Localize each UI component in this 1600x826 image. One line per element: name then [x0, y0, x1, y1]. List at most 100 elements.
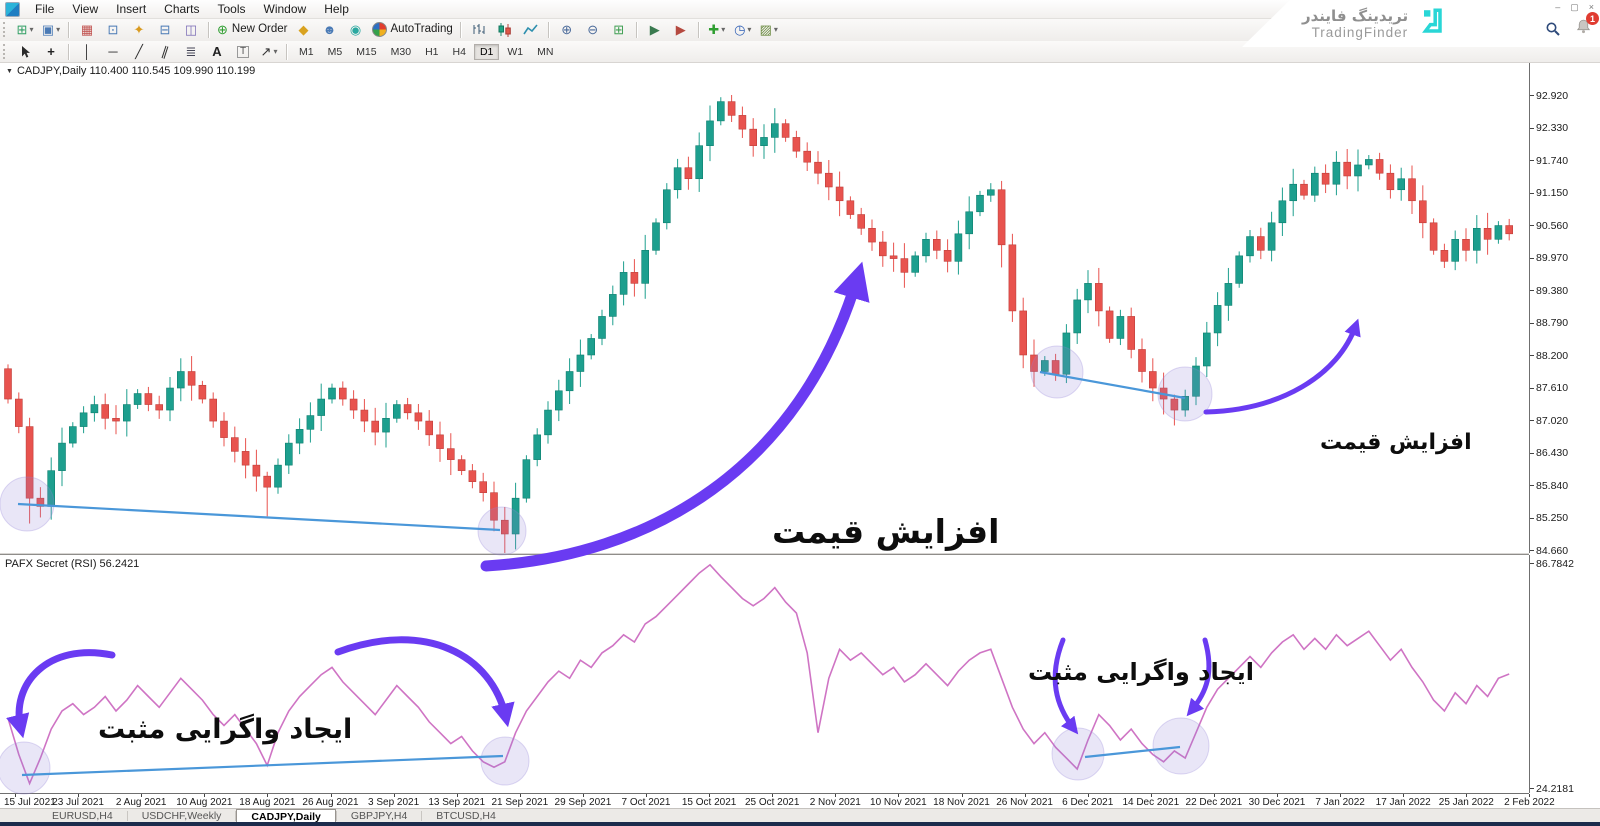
new-chart-button[interactable]: ⊞ ▾	[13, 20, 37, 39]
web-button[interactable]: ◉	[344, 20, 368, 39]
indicators-button[interactable]: ✚ ▾	[705, 20, 729, 39]
zoom-out-button[interactable]: ⊖	[581, 20, 605, 39]
menu-window[interactable]: Window	[263, 2, 307, 16]
menu-charts[interactable]: Charts	[164, 2, 200, 16]
chart-tab-usdchf[interactable]: USDCHF,Weekly	[141, 810, 222, 822]
date-tick	[456, 794, 458, 797]
date-tick	[646, 794, 647, 797]
price-axis-label: 90.560	[1536, 219, 1569, 232]
menu-file[interactable]: File	[35, 2, 55, 16]
timeframe-m5[interactable]: M5	[327, 45, 343, 58]
navigator-button[interactable]: ✦	[127, 20, 151, 39]
strategy-tester-icon: ◫	[184, 22, 198, 37]
vertical-line-icon: │	[82, 44, 92, 59]
chart-tab-cadjpy[interactable]: CADJPY,Daily	[236, 809, 336, 823]
collapse-icon[interactable]: ▼	[6, 67, 13, 75]
text-button[interactable]: A	[205, 42, 229, 61]
autotrading-button[interactable]: AutoTrading	[370, 20, 455, 39]
timeframe-h1[interactable]: H1	[425, 45, 439, 58]
periods-icon: ◷	[734, 22, 746, 37]
date-axis[interactable]: 15 Jul 2021 23 Jul 2021 2 Aug 2021 10 Aug 2…	[0, 793, 1555, 809]
tile-windows-button[interactable]: ⊞	[607, 20, 631, 39]
vertical-line-button[interactable]: │	[75, 42, 99, 61]
menu-bar: File View Insert Charts Tools Window Help	[0, 0, 1600, 19]
price-axis-label: 92.330	[1536, 122, 1569, 134]
date-tick	[1277, 794, 1278, 797]
date-axis-label: 3 Sep 2021	[368, 797, 420, 808]
rsi-indicator-pane[interactable]: PAFX Secret (RSI) 56.2421	[0, 555, 1530, 793]
rsi-tick	[1530, 788, 1534, 789]
price-tick	[1530, 517, 1534, 519]
date-axis-label: 25 Jan 2022	[1438, 797, 1494, 808]
templates-icon: ▨	[759, 22, 772, 37]
profiles-button[interactable]: ▣ ▾	[39, 20, 63, 39]
search-icon[interactable]	[1545, 21, 1561, 37]
timeframe-m15[interactable]: M15	[356, 45, 377, 58]
toolbar-grip[interactable]	[3, 44, 9, 59]
data-window-button[interactable]: ⊡	[101, 20, 125, 39]
price-chart-pane[interactable]: ▼ CADJPY,Daily 110.400 110.545 109.990 1…	[0, 62, 1530, 553]
date-tick	[1024, 794, 1026, 797]
timeframe-m30[interactable]: M30	[390, 45, 412, 58]
timeframe-h4[interactable]: H4	[452, 45, 466, 58]
close-button[interactable]: ×	[1588, 2, 1594, 12]
chart-tab-eurusd[interactable]: EURUSD,H4	[52, 810, 113, 822]
price-axis[interactable]: 92.920 92.330 91.740 91.150 90.560 89.970 89.3…	[1530, 62, 1600, 795]
strategy-tester-button[interactable]: ◫	[179, 20, 203, 39]
label-button[interactable]: T	[231, 42, 255, 61]
timeframe-mn[interactable]: MN	[537, 45, 554, 58]
new-order-button-label: New Order	[231, 22, 288, 35]
horizontal-line-button[interactable]: ─	[101, 42, 125, 61]
line-chart-button[interactable]	[519, 20, 543, 39]
bar-chart-button[interactable]	[467, 20, 491, 39]
menu-tools[interactable]: Tools	[217, 2, 246, 16]
date-tick	[519, 794, 521, 797]
date-axis-label: 26 Aug 2021	[302, 797, 359, 808]
menu-insert[interactable]: Insert	[116, 2, 147, 16]
chart-tab-btcusd[interactable]: BTCUSD,H4	[436, 810, 496, 822]
timeframe-m1[interactable]: M1	[299, 45, 314, 58]
price-axis-label: 89.970	[1536, 252, 1569, 264]
templates-button[interactable]: ▨ ▾	[757, 20, 781, 39]
toolbar-separator	[697, 21, 700, 38]
date-tick	[393, 794, 395, 797]
auto-scroll-button[interactable]: ▶	[643, 20, 667, 39]
app-icon	[5, 1, 20, 17]
market-watch-button[interactable]: ▦	[75, 20, 99, 39]
deposit-button[interactable]: ◆	[292, 20, 316, 39]
toolbar-grip[interactable]	[3, 22, 9, 37]
date-axis-label: 21 Sep 2021	[491, 797, 549, 808]
chart-tab-gbpjpy[interactable]: GBPJPY,H4	[350, 810, 408, 822]
cursor-button[interactable]	[13, 42, 37, 61]
candlestick-canvas[interactable]	[0, 62, 1529, 553]
minimize-button[interactable]: –	[1555, 2, 1561, 12]
date-axis-label: 18 Aug 2021	[239, 797, 296, 808]
menu-help[interactable]: Help	[324, 2, 349, 16]
periods-button[interactable]: ◷ ▾	[731, 20, 755, 39]
date-tick	[582, 794, 584, 797]
channel-button[interactable]: ∥	[153, 42, 177, 61]
notifications[interactable]: 1	[1575, 12, 1599, 40]
crosshair-button[interactable]: +	[39, 42, 63, 61]
date-axis-label: 17 Jan 2022	[1375, 797, 1431, 808]
chart-shift-button[interactable]: ▶	[669, 20, 693, 39]
candle-chart-button[interactable]	[493, 20, 517, 39]
date-axis-label: 15 Oct 2021	[681, 797, 737, 808]
timeframe-d1[interactable]: D1	[473, 43, 500, 60]
zoom-in-button[interactable]: ⊕	[555, 20, 579, 39]
price-axis-label: 88.200	[1536, 349, 1569, 362]
trendline-button[interactable]: ╱	[127, 42, 151, 61]
brand-banner: – ▢ × تریدینگ فایندر TradingFinder 1	[1242, 0, 1600, 47]
toolbox-button[interactable]: ⊟	[153, 20, 177, 39]
toolbar-separator	[208, 21, 210, 38]
date-tick	[709, 794, 711, 797]
restore-button[interactable]: ▢	[1570, 2, 1579, 12]
date-axis-label: 13 Sep 2021	[428, 797, 486, 808]
new-order-button[interactable]: ⊕ New Order	[215, 20, 290, 39]
shapes-button[interactable]: ↗ ▾	[257, 42, 281, 61]
menu-view[interactable]: View	[72, 2, 99, 16]
rsi-canvas	[7, 563, 1510, 786]
fibonacci-button[interactable]: ≣	[179, 42, 203, 61]
timeframe-w1[interactable]: W1	[507, 45, 524, 58]
community-button[interactable]: ☻	[318, 20, 342, 39]
